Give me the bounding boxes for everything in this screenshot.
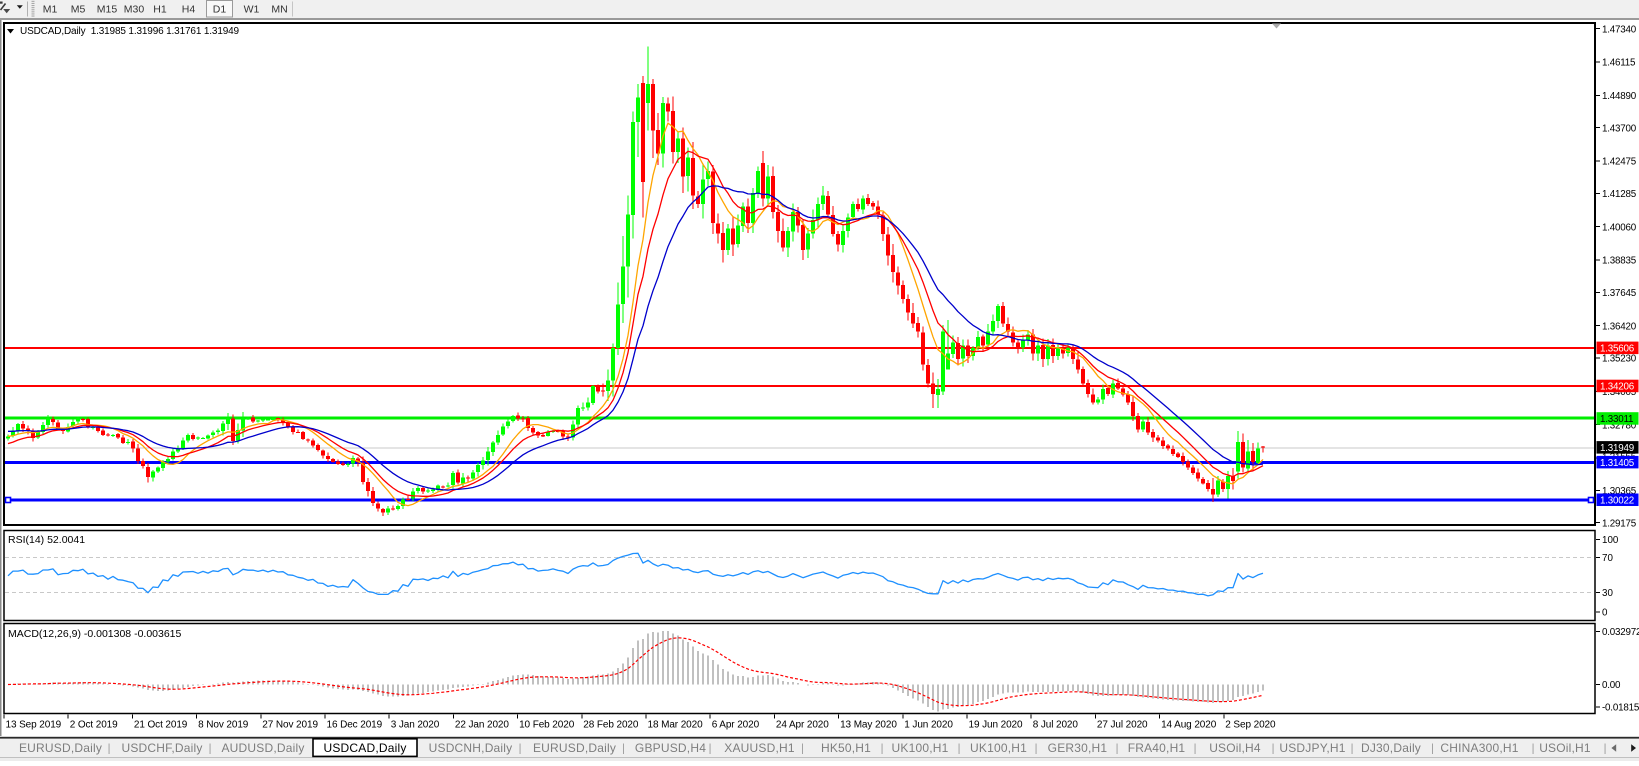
svg-text:1.47340: 1.47340 xyxy=(1602,24,1637,35)
svg-text:2 Sep 2020: 2 Sep 2020 xyxy=(1225,720,1276,731)
svg-text:M30: M30 xyxy=(124,4,145,16)
svg-text:|: | xyxy=(1431,743,1434,755)
svg-text:100: 100 xyxy=(1602,535,1619,546)
svg-text:|: | xyxy=(209,743,212,755)
svg-text:|: | xyxy=(881,743,884,755)
svg-text:USDJPY,H1: USDJPY,H1 xyxy=(1279,741,1345,755)
svg-text:1.31949: 1.31949 xyxy=(1600,443,1634,454)
svg-text:30: 30 xyxy=(1602,588,1613,599)
svg-text:0.032972: 0.032972 xyxy=(1602,627,1639,638)
svg-text:|: | xyxy=(1116,743,1119,755)
svg-text:13 May 2020: 13 May 2020 xyxy=(840,720,897,731)
svg-text:|: | xyxy=(1604,743,1607,755)
svg-text:1.30022: 1.30022 xyxy=(1600,496,1634,507)
svg-text:USDCAD,Daily: USDCAD,Daily xyxy=(323,741,406,755)
svg-text:XAUUSD,H1: XAUUSD,H1 xyxy=(724,741,795,755)
svg-text:1.40060: 1.40060 xyxy=(1602,222,1637,233)
svg-text:MN: MN xyxy=(271,4,287,16)
svg-text:27 Jul 2020: 27 Jul 2020 xyxy=(1097,720,1148,731)
svg-text:RSI(14) 52.0041: RSI(14) 52.0041 xyxy=(8,534,85,546)
svg-text:|: | xyxy=(1035,743,1038,755)
svg-text:-0.018154: -0.018154 xyxy=(1602,703,1639,714)
svg-text:0: 0 xyxy=(1602,608,1608,619)
svg-text:|: | xyxy=(958,743,961,755)
svg-text:UK100,H1: UK100,H1 xyxy=(892,741,949,755)
svg-text:GBPUSD,H4: GBPUSD,H4 xyxy=(635,741,706,755)
svg-text:8 Nov 2019: 8 Nov 2019 xyxy=(198,720,249,731)
svg-text:USDCHF,Daily: USDCHF,Daily xyxy=(121,741,202,755)
svg-text:|: | xyxy=(801,743,804,755)
svg-text:1.43700: 1.43700 xyxy=(1602,123,1637,134)
svg-text:0.00: 0.00 xyxy=(1602,680,1621,691)
svg-text:H4: H4 xyxy=(182,4,196,16)
svg-text:EURUSD,Daily: EURUSD,Daily xyxy=(533,741,616,755)
svg-text:USOil,H4: USOil,H4 xyxy=(1209,741,1261,755)
svg-text:|: | xyxy=(1272,743,1275,755)
svg-text:10 Feb 2020: 10 Feb 2020 xyxy=(519,720,575,731)
svg-text:USOil,H1: USOil,H1 xyxy=(1539,741,1591,755)
svg-text:|: | xyxy=(622,743,625,755)
svg-text:|: | xyxy=(709,743,712,755)
svg-text:H1: H1 xyxy=(153,4,167,16)
svg-text:FRA40,H1: FRA40,H1 xyxy=(1128,741,1186,755)
svg-text:1.35606: 1.35606 xyxy=(1600,344,1635,355)
svg-text:18 Mar 2020: 18 Mar 2020 xyxy=(648,720,704,731)
svg-text:24 Apr 2020: 24 Apr 2020 xyxy=(776,720,829,731)
svg-text:27 Nov 2019: 27 Nov 2019 xyxy=(262,720,318,731)
svg-text:1.29175: 1.29175 xyxy=(1602,518,1637,529)
svg-text:|: | xyxy=(108,743,111,755)
svg-text:19 Jun 2020: 19 Jun 2020 xyxy=(969,720,1023,731)
svg-text:2 Oct 2019: 2 Oct 2019 xyxy=(70,720,118,731)
svg-text:13 Sep 2019: 13 Sep 2019 xyxy=(6,720,62,731)
svg-text:D1: D1 xyxy=(213,4,227,16)
svg-text:1.41285: 1.41285 xyxy=(1602,189,1637,200)
svg-text:HK50,H1: HK50,H1 xyxy=(821,741,871,755)
svg-text:|: | xyxy=(1351,743,1354,755)
svg-text:USDCNH,Daily: USDCNH,Daily xyxy=(429,741,513,755)
svg-text:1.32780: 1.32780 xyxy=(1602,420,1637,431)
svg-text:1.34206: 1.34206 xyxy=(1600,382,1635,393)
svg-text:28 Feb 2020: 28 Feb 2020 xyxy=(583,720,639,731)
svg-text:1.36420: 1.36420 xyxy=(1602,321,1637,332)
svg-text:1.30365: 1.30365 xyxy=(1602,486,1637,497)
svg-text:1.46115: 1.46115 xyxy=(1602,58,1636,69)
svg-text:70: 70 xyxy=(1602,553,1613,564)
svg-text:1.37645: 1.37645 xyxy=(1602,288,1637,299)
svg-text:W1: W1 xyxy=(244,4,260,16)
svg-text:1.44890: 1.44890 xyxy=(1602,91,1637,102)
svg-text:AUDUSD,Daily: AUDUSD,Daily xyxy=(221,741,304,755)
svg-text:|: | xyxy=(519,743,522,755)
svg-text:1.38835: 1.38835 xyxy=(1602,256,1637,267)
svg-text:1.31405: 1.31405 xyxy=(1600,458,1635,469)
svg-text:GER30,H1: GER30,H1 xyxy=(1048,741,1108,755)
svg-text:6 Apr 2020: 6 Apr 2020 xyxy=(712,720,760,731)
svg-text:M5: M5 xyxy=(71,4,86,16)
svg-text:CHINA300,H1: CHINA300,H1 xyxy=(1440,741,1518,755)
svg-text:8 Jul 2020: 8 Jul 2020 xyxy=(1033,720,1079,731)
svg-text:|: | xyxy=(1532,743,1535,755)
svg-text:14 Aug 2020: 14 Aug 2020 xyxy=(1161,720,1217,731)
svg-text:M1: M1 xyxy=(43,4,58,16)
svg-text:3 Jan 2020: 3 Jan 2020 xyxy=(391,720,440,731)
svg-text:1.34005: 1.34005 xyxy=(1602,387,1637,398)
svg-text:UK100,H1: UK100,H1 xyxy=(970,741,1027,755)
svg-text:USDCAD,Daily 1.31985 1.31996: USDCAD,Daily 1.31985 1.31996 1.31761 1.3… xyxy=(20,26,240,37)
svg-text:21 Oct 2019: 21 Oct 2019 xyxy=(134,720,188,731)
svg-text:1 Jun 2020: 1 Jun 2020 xyxy=(904,720,953,731)
svg-text:1.33011: 1.33011 xyxy=(1600,414,1633,425)
svg-text:22 Jan 2020: 22 Jan 2020 xyxy=(455,720,509,731)
svg-text:16 Dec 2019: 16 Dec 2019 xyxy=(327,720,383,731)
svg-text:|: | xyxy=(1194,743,1197,755)
svg-text:DJ30,Daily: DJ30,Daily xyxy=(1361,741,1421,755)
svg-text:1.35230: 1.35230 xyxy=(1602,354,1637,365)
svg-text:EURUSD,Daily: EURUSD,Daily xyxy=(19,741,102,755)
svg-text:MACD(12,26,9) -0.001308 -0.003: MACD(12,26,9) -0.001308 -0.003615 xyxy=(8,628,182,640)
svg-text:M15: M15 xyxy=(97,4,118,16)
svg-text:1.42475: 1.42475 xyxy=(1602,157,1637,168)
